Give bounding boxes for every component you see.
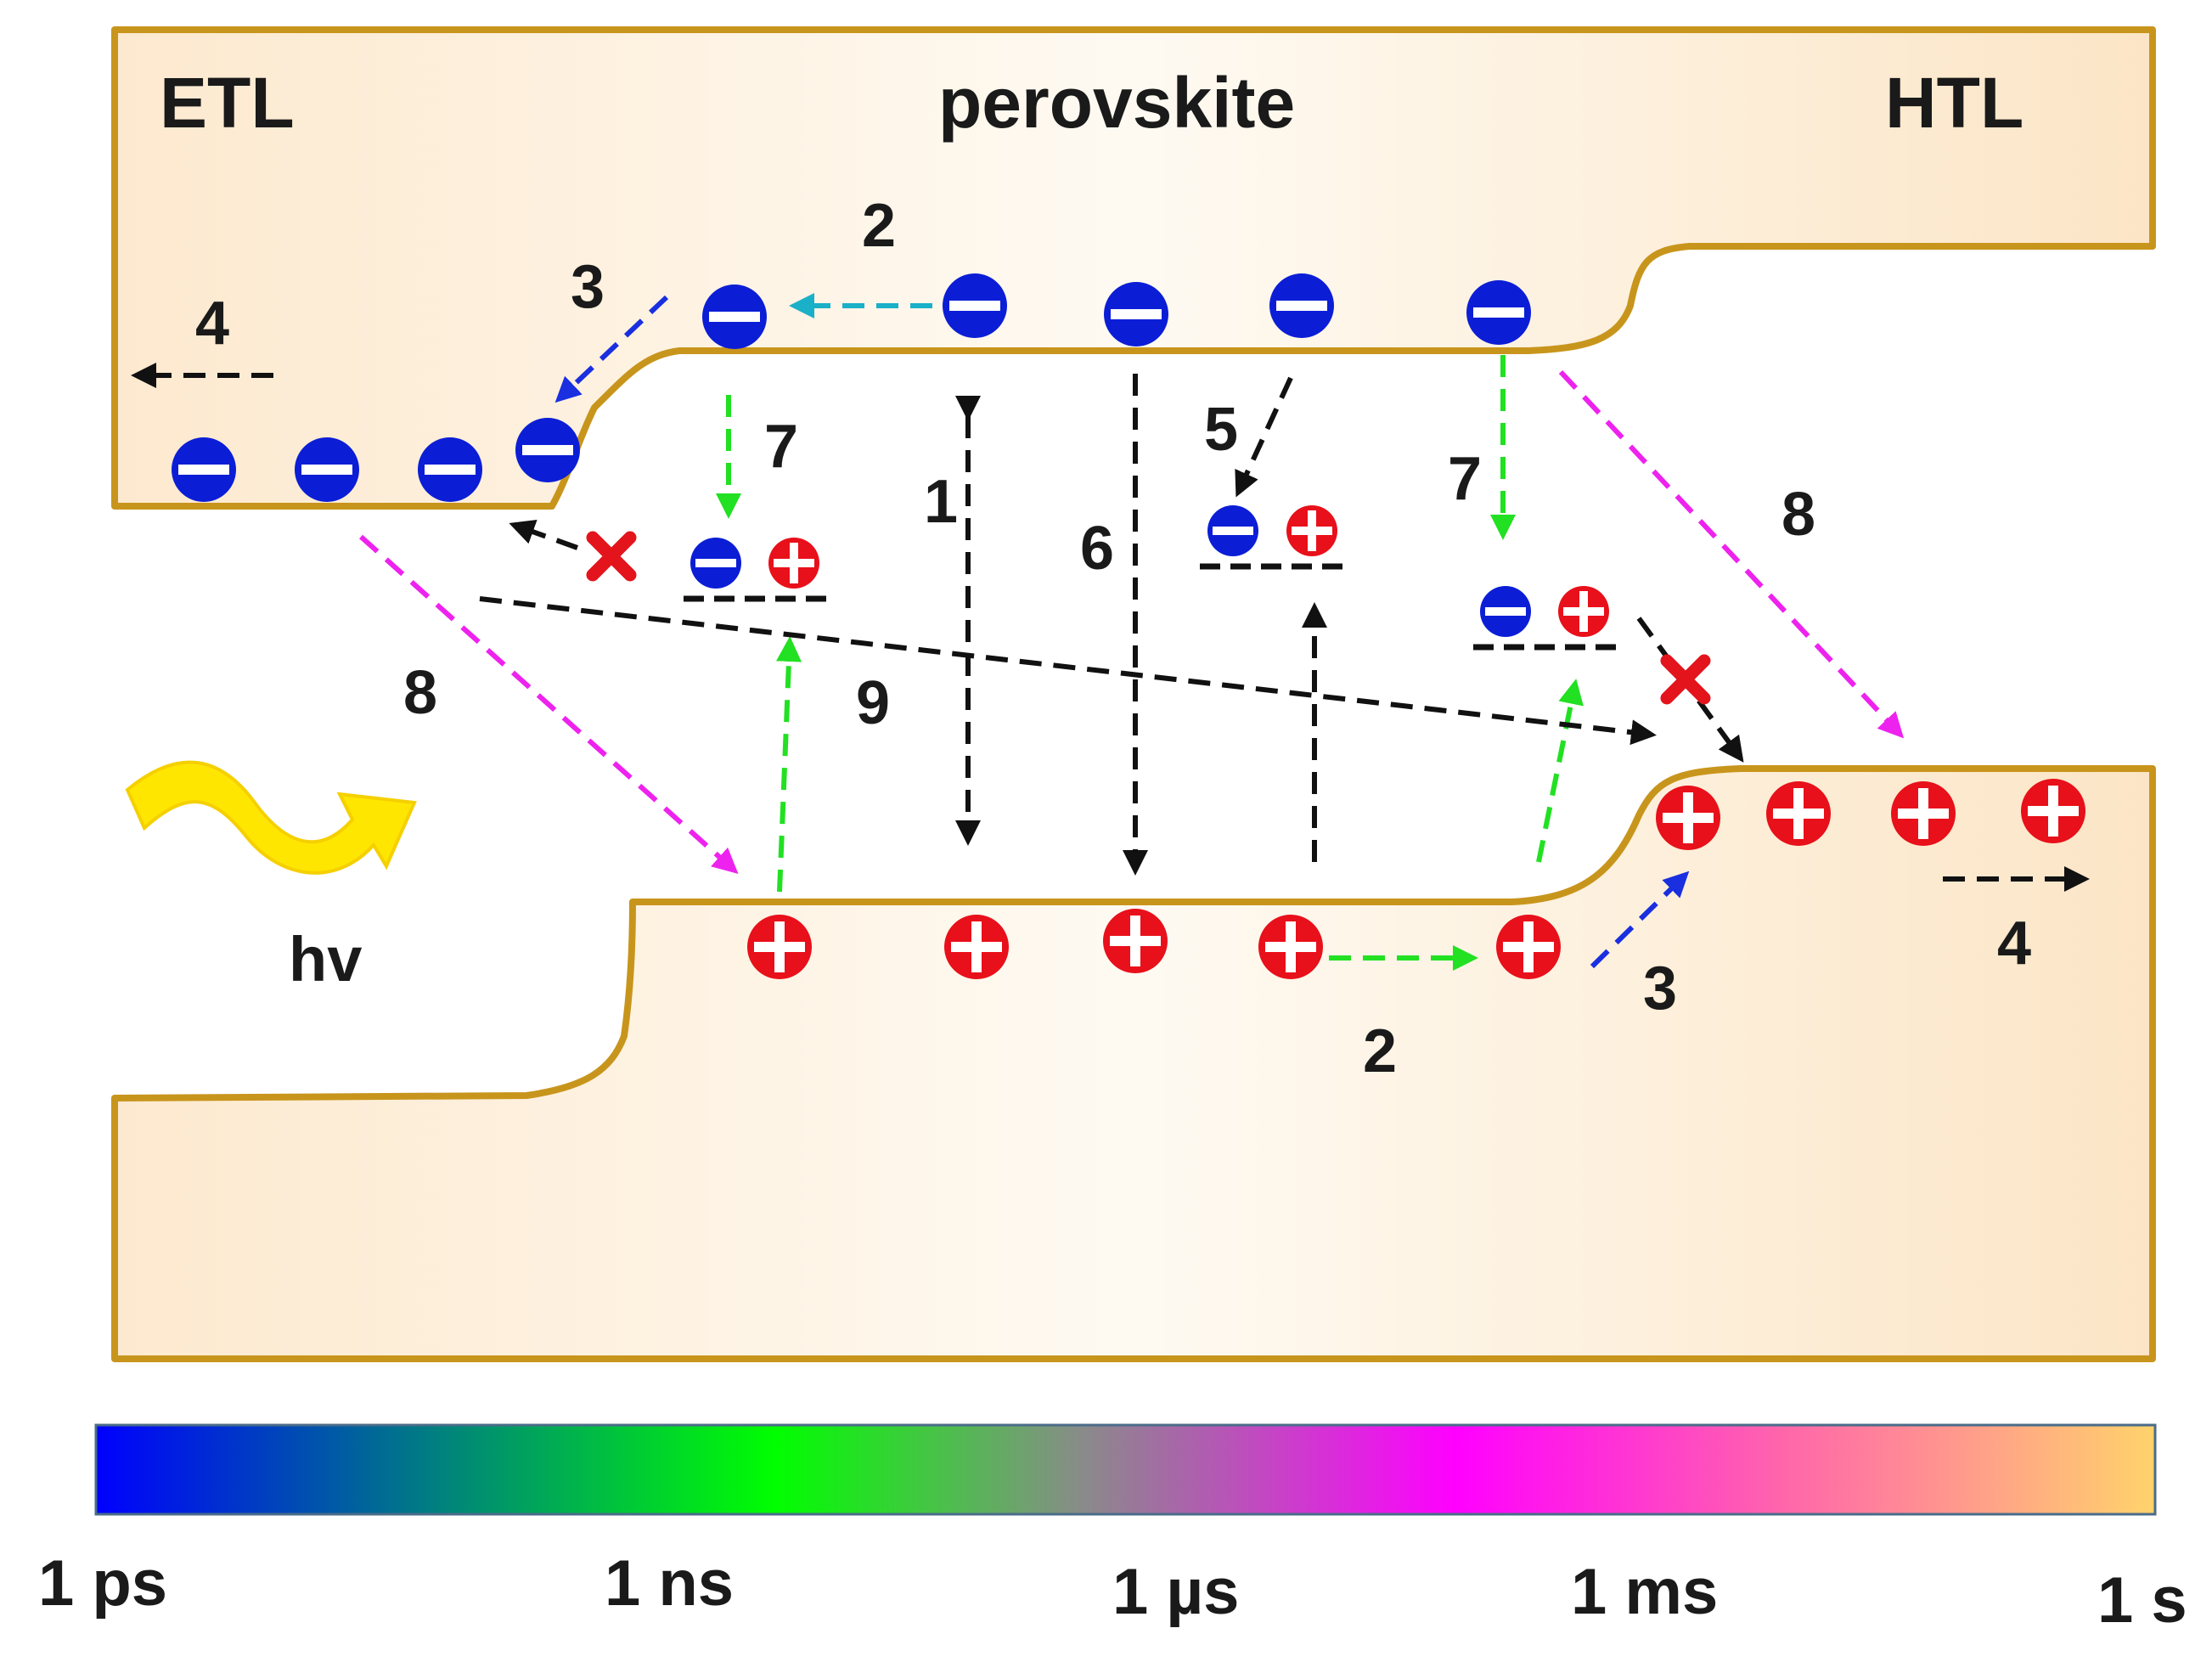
hole-vb-1 xyxy=(747,915,812,979)
hole-htl-3 xyxy=(1891,781,1956,846)
electron-cb-5 xyxy=(1466,280,1531,345)
arrow-5 xyxy=(1235,376,1293,498)
arrow-8-left xyxy=(359,534,739,874)
process-number-4-left: 4 xyxy=(195,290,229,358)
trapped-hole-2 xyxy=(1286,505,1337,556)
hole-htl-2 xyxy=(1766,781,1831,846)
electron-etl-3 xyxy=(418,437,482,502)
arrow-3-etl xyxy=(554,295,669,403)
arrow-9 xyxy=(479,596,1657,746)
timescale-colorbar xyxy=(94,1423,2157,1516)
hole-htl-1 xyxy=(1656,786,1720,850)
electron-cb-4 xyxy=(1269,273,1334,338)
hv-label: hv xyxy=(289,924,362,994)
electron-cb-2 xyxy=(943,273,1007,338)
tick-1ms: 1 ms xyxy=(1571,1556,1718,1628)
tick-1us: 1 µs xyxy=(1112,1556,1239,1628)
perovskite-label: perovskite xyxy=(938,63,1295,143)
trapped-electron-2 xyxy=(1207,505,1258,556)
hole-vb-5 xyxy=(1496,915,1561,979)
process-number-3-bottom: 3 xyxy=(1643,955,1677,1023)
htl-label: HTL xyxy=(1885,63,2023,143)
tick-1s: 1 s xyxy=(2097,1564,2187,1637)
process-number-9: 9 xyxy=(856,669,890,737)
arrow-8-right xyxy=(1558,369,1905,739)
arrow-green-up-right xyxy=(1536,679,1584,863)
process-number-8-left: 8 xyxy=(403,659,437,727)
hole-vb-3 xyxy=(1103,909,1168,973)
process-number-6: 6 xyxy=(1080,515,1114,583)
hole-vb-2 xyxy=(944,915,1009,979)
electron-cb-3 xyxy=(1104,282,1168,346)
process-number-1: 1 xyxy=(924,468,958,536)
process-number-5: 5 xyxy=(1204,396,1238,464)
trapped-electron-3 xyxy=(1480,586,1531,637)
process-number-8-right: 8 xyxy=(1781,481,1815,549)
process-number-7-left: 7 xyxy=(764,413,798,481)
process-number-3-top: 3 xyxy=(571,253,605,321)
electron-etl-4 xyxy=(515,418,580,482)
trapped-hole-3 xyxy=(1558,586,1609,637)
tick-1ns: 1 ns xyxy=(605,1547,734,1620)
arrow-green-up-left xyxy=(776,636,802,893)
etl-label: ETL xyxy=(160,63,295,143)
process-number-4-right: 4 xyxy=(1997,910,2031,977)
electron-cb-1 xyxy=(702,285,767,349)
trapped-electron-1 xyxy=(690,538,741,589)
arrow-3-htl xyxy=(1590,870,1690,969)
tick-1ps: 1 ps xyxy=(38,1547,167,1620)
process-number-7-right: 7 xyxy=(1448,445,1482,513)
electron-etl-1 xyxy=(172,437,236,502)
process-number-2-top: 2 xyxy=(862,192,896,260)
process-number-2-bottom: 2 xyxy=(1363,1017,1397,1085)
arrow-blocked-left xyxy=(509,520,579,550)
wavy-light-arrow-icon xyxy=(125,760,417,875)
hole-htl-4 xyxy=(2021,779,2085,843)
blocked-cross-left xyxy=(586,531,637,582)
blocked-cross-right xyxy=(1660,654,1711,705)
hole-vb-4 xyxy=(1258,915,1323,979)
trapped-hole-1 xyxy=(768,538,819,589)
electron-etl-2 xyxy=(295,437,359,502)
